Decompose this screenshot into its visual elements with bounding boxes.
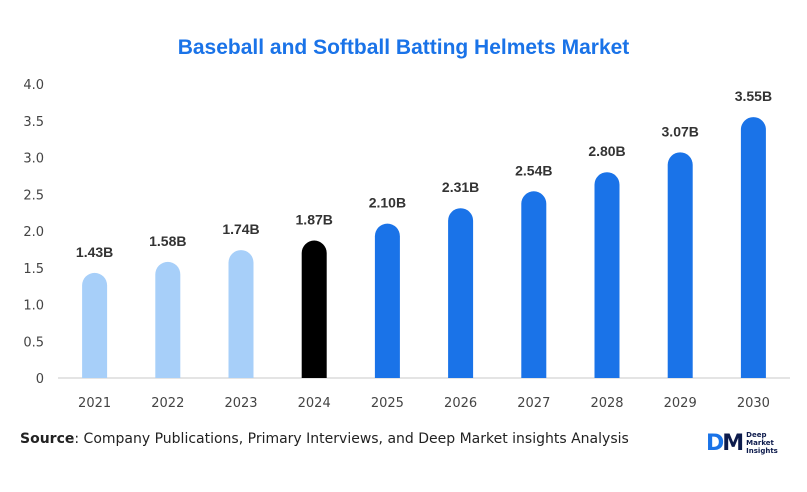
- data-label: 3.55B: [735, 88, 772, 104]
- data-label: 1.58B: [149, 233, 186, 249]
- bar-2022: [155, 261, 181, 378]
- bar-2025: [374, 223, 400, 378]
- x-tick-label: 2021: [78, 396, 111, 411]
- source-label: Source: [20, 431, 75, 447]
- x-tick-label: 2030: [737, 396, 770, 411]
- x-tick-label: 2022: [151, 396, 184, 411]
- data-label: 2.54B: [515, 162, 552, 178]
- logo-mark: DM: [706, 430, 744, 456]
- bar-2030: [740, 117, 766, 379]
- y-tick-label: 2.5: [23, 188, 44, 203]
- bar-2021: [82, 272, 108, 378]
- data-label: 2.10B: [369, 195, 406, 211]
- logo-text: Deep Market Insights: [746, 431, 778, 455]
- bar-2024: [301, 240, 327, 378]
- bar-2023: [228, 250, 254, 378]
- data-label: 1.43B: [76, 244, 113, 260]
- y-tick-label: 1.0: [23, 299, 44, 314]
- x-tick-label: 2028: [590, 396, 623, 411]
- y-tick-label: 0.5: [23, 335, 44, 350]
- bar-2028: [594, 172, 620, 378]
- data-label: 2.80B: [588, 143, 625, 159]
- bars: 1.43B 1.58B 1.74B 1.87B 2.10B 2.31B 2.54B 2.80B…: [76, 88, 772, 379]
- data-label: 1.87B: [296, 212, 333, 228]
- chart-title: Baseball and Softball Batting Helmets Ma…: [177, 36, 630, 59]
- bar-2026: [448, 208, 474, 378]
- y-tick-label: 2.0: [23, 225, 44, 240]
- y-tick-label: 3.5: [23, 115, 44, 130]
- data-label: 1.74B: [222, 221, 259, 237]
- y-tick-label: 1.5: [23, 262, 44, 277]
- source-note: Source: Company Publications, Primary In…: [20, 431, 629, 447]
- data-label: 3.07B: [662, 123, 699, 139]
- x-axis: 2021 2022 2023 2024 2025 2026 2027 2028 2029 2030: [78, 396, 770, 411]
- x-tick-label: 2023: [224, 396, 257, 411]
- y-axis: 0 0.5 1.0 1.5 2.0 2.5 3.0 3.5 4.0: [23, 78, 44, 387]
- x-tick-label: 2025: [371, 396, 404, 411]
- data-label: 2.31B: [442, 179, 479, 195]
- y-tick-label: 3.0: [23, 152, 44, 167]
- bar-2027: [521, 191, 547, 378]
- bar-2029: [667, 152, 693, 378]
- y-tick-label: 4.0: [23, 78, 44, 93]
- x-tick-label: 2026: [444, 396, 477, 411]
- company-logo: DM Deep Market Insights: [706, 428, 778, 458]
- source-text: : Company Publications, Primary Intervie…: [74, 431, 629, 447]
- x-tick-label: 2029: [664, 396, 697, 411]
- x-tick-label: 2027: [517, 396, 550, 411]
- y-tick-label: 0: [36, 372, 44, 387]
- x-tick-label: 2024: [298, 396, 331, 411]
